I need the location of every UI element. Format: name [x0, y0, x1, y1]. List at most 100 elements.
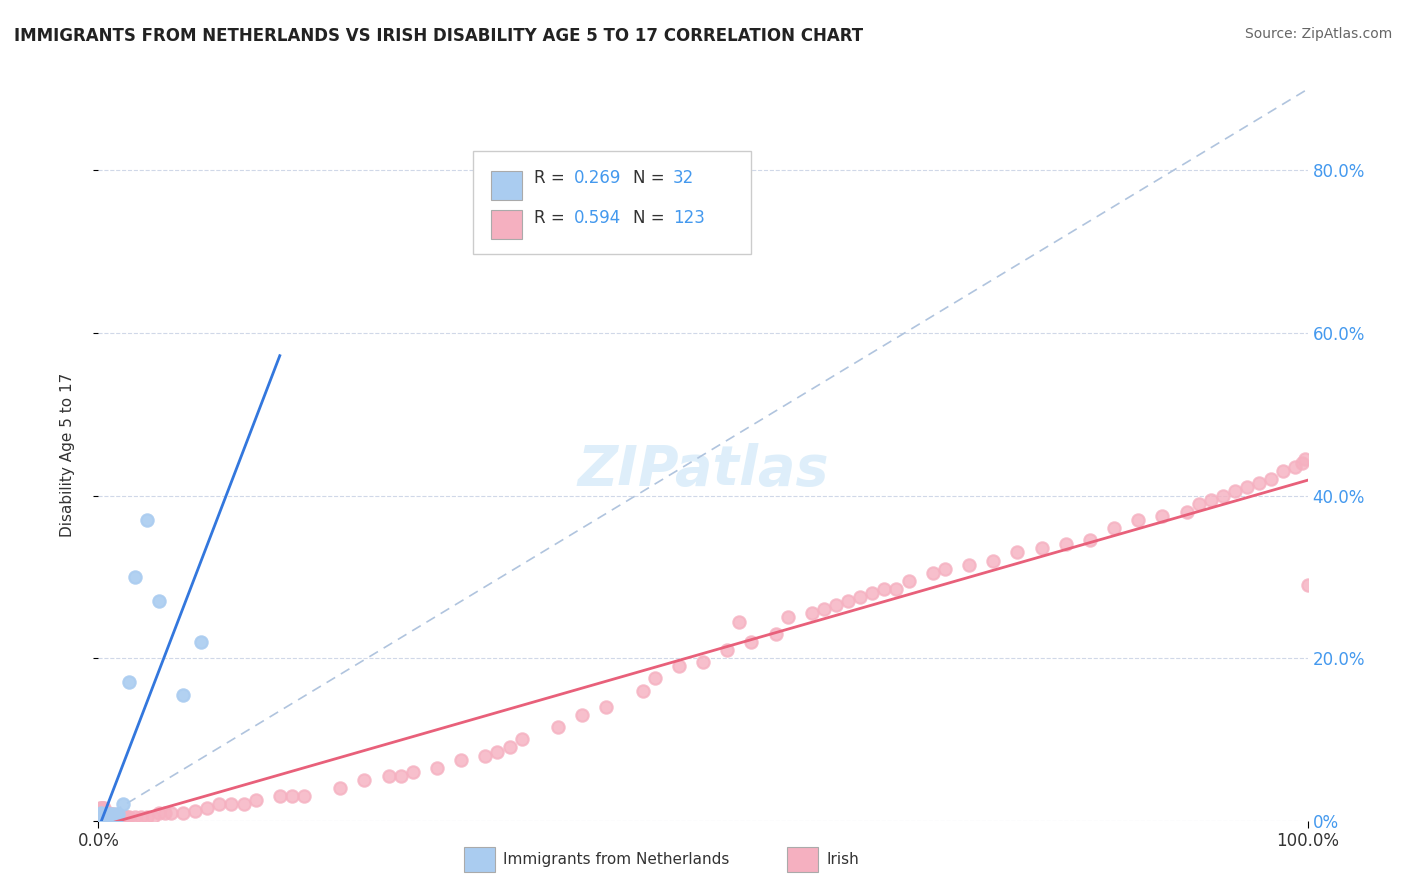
Point — [800, 607, 823, 621]
Point — [886, 582, 908, 596]
Point — [245, 793, 267, 807]
Point — [776, 610, 799, 624]
Point — [90, 801, 112, 815]
Point — [1007, 545, 1029, 559]
Point — [97, 807, 120, 822]
Point — [329, 781, 352, 796]
Point — [97, 809, 120, 823]
Point — [93, 801, 115, 815]
Point — [195, 801, 218, 815]
Point — [135, 809, 157, 823]
Point — [450, 753, 472, 767]
Point — [114, 809, 136, 823]
FancyBboxPatch shape — [492, 210, 522, 239]
Point — [1102, 521, 1125, 535]
Point — [1260, 472, 1282, 486]
Point — [97, 809, 120, 823]
Point — [91, 809, 114, 823]
Point — [105, 809, 128, 823]
Point — [93, 809, 115, 823]
Point — [498, 740, 520, 755]
Point — [837, 594, 859, 608]
Point — [595, 699, 617, 714]
Point — [117, 809, 139, 823]
FancyBboxPatch shape — [492, 171, 522, 201]
Point — [190, 635, 212, 649]
Y-axis label: Disability Age 5 to 17: Disability Age 5 to 17 — [60, 373, 75, 537]
Point — [426, 761, 449, 775]
Point — [89, 805, 111, 820]
Point — [1212, 489, 1234, 503]
Point — [897, 574, 920, 588]
Point — [103, 809, 125, 823]
Point — [91, 807, 114, 822]
Point — [765, 626, 787, 640]
Point — [93, 807, 115, 822]
Point — [104, 809, 127, 823]
Point — [1272, 464, 1295, 478]
Point — [93, 807, 115, 822]
Point — [1249, 476, 1271, 491]
Point — [124, 570, 146, 584]
Point — [825, 599, 848, 613]
Point — [1188, 497, 1211, 511]
Point — [981, 553, 1004, 567]
Point — [90, 805, 112, 820]
Point — [96, 809, 118, 823]
Point — [1054, 537, 1077, 551]
Point — [644, 672, 666, 686]
Point — [172, 805, 194, 820]
Text: N =: N = — [633, 169, 669, 187]
Text: 0.594: 0.594 — [574, 209, 621, 227]
Point — [89, 809, 111, 823]
Text: 32: 32 — [672, 169, 695, 187]
FancyBboxPatch shape — [474, 152, 751, 253]
Point — [100, 809, 122, 823]
Point — [111, 809, 134, 823]
Text: 0.269: 0.269 — [574, 169, 621, 187]
Point — [118, 675, 141, 690]
Point — [91, 809, 114, 823]
Point — [571, 708, 593, 723]
Point — [94, 809, 117, 823]
Text: ZIPatlas: ZIPatlas — [578, 442, 828, 497]
Point — [135, 513, 157, 527]
Point — [97, 805, 120, 820]
Point — [292, 789, 315, 804]
Point — [631, 683, 654, 698]
Point — [921, 566, 943, 580]
Point — [148, 594, 170, 608]
Point — [100, 809, 122, 823]
Point — [1294, 452, 1316, 467]
Point — [873, 582, 896, 596]
Point — [94, 807, 117, 822]
Point — [98, 809, 121, 823]
Point — [105, 809, 128, 823]
Point — [103, 809, 125, 823]
Point — [668, 659, 690, 673]
Point — [89, 807, 111, 822]
Point — [104, 807, 127, 822]
Point — [377, 769, 399, 783]
Point — [98, 807, 121, 822]
Point — [100, 809, 122, 823]
Point — [98, 807, 121, 822]
Point — [97, 807, 120, 822]
Point — [148, 805, 170, 820]
Text: 123: 123 — [672, 209, 704, 227]
Point — [221, 797, 243, 812]
Point — [101, 807, 124, 822]
Text: Irish: Irish — [827, 853, 859, 867]
Point — [91, 801, 114, 815]
Point — [90, 805, 112, 820]
Point — [107, 809, 129, 823]
Text: Immigrants from Netherlands: Immigrants from Netherlands — [503, 853, 730, 867]
Point — [389, 769, 412, 783]
Point — [547, 720, 569, 734]
Point — [89, 801, 111, 815]
Point — [1152, 508, 1174, 523]
Point — [108, 809, 131, 823]
Point — [90, 809, 112, 823]
Point — [281, 789, 304, 804]
Point — [91, 807, 114, 822]
